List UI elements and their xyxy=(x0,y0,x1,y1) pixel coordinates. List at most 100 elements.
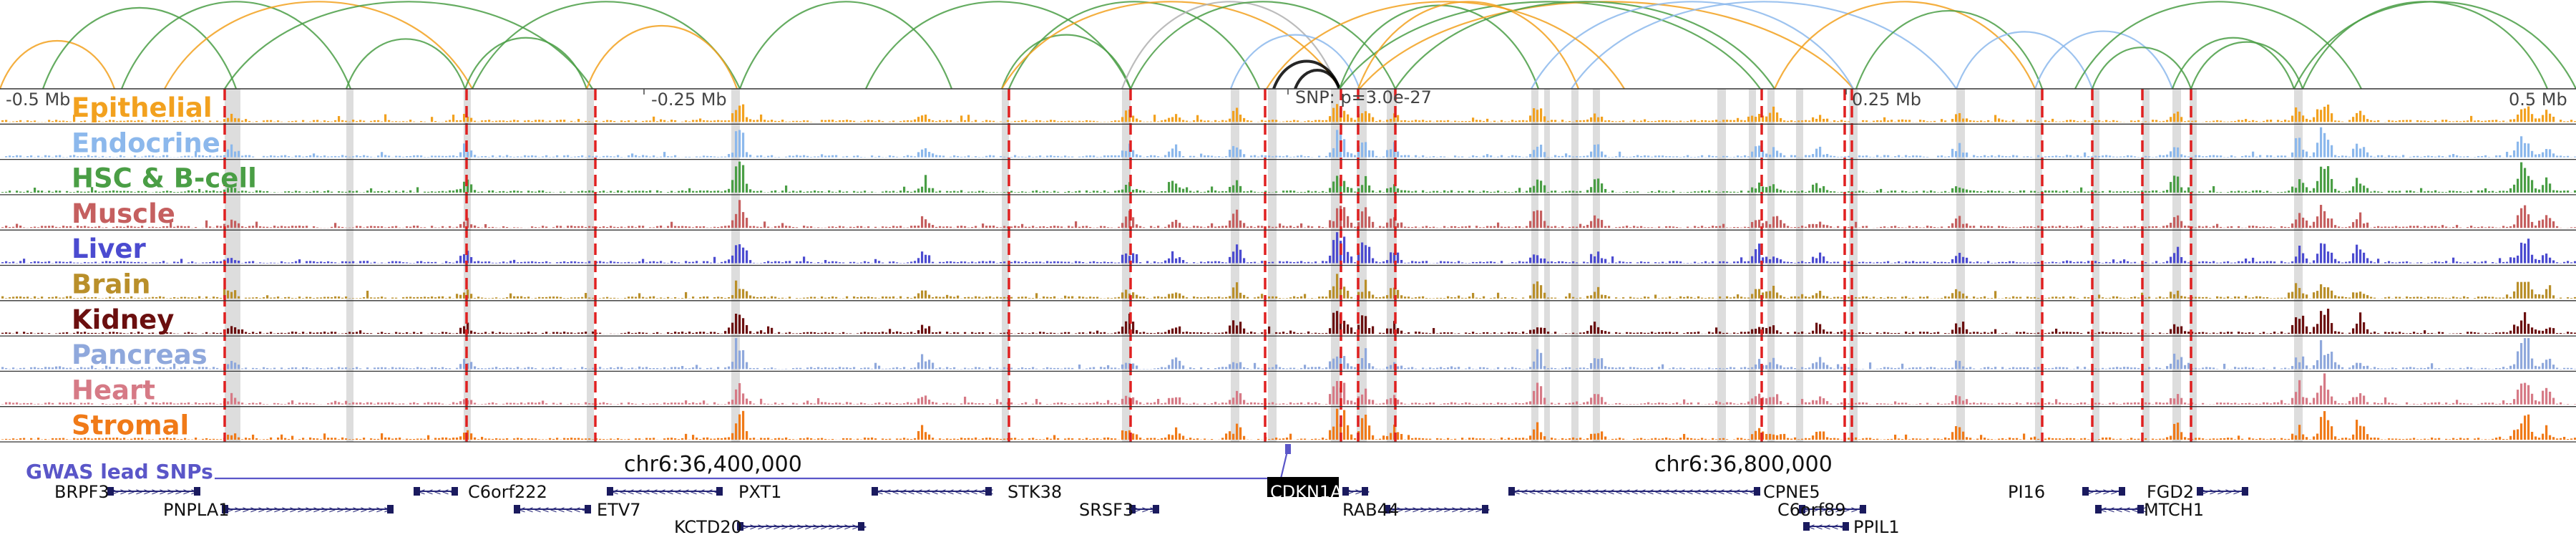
signal-bar xyxy=(731,295,733,299)
signal-bar xyxy=(155,263,157,264)
signal-bar xyxy=(1590,325,1592,334)
signal-bar xyxy=(1121,292,1123,298)
signal-bar xyxy=(1329,188,1331,192)
signal-bar xyxy=(738,162,741,193)
signal-bar xyxy=(2484,227,2487,228)
signal-bar xyxy=(2066,332,2068,334)
signal-bar xyxy=(1540,259,1542,264)
signal-bar xyxy=(1783,223,1785,228)
signal-bar xyxy=(1890,120,1893,122)
signal-bar xyxy=(284,226,286,228)
signal-bar xyxy=(2098,332,2100,334)
signal-bar xyxy=(2502,191,2504,193)
signal-bar xyxy=(1418,332,1420,334)
signal-bar xyxy=(1594,292,1596,299)
signal-bar xyxy=(1368,247,1370,264)
signal-bar xyxy=(1239,322,1241,334)
signal-bar xyxy=(488,157,490,158)
signal-bar xyxy=(1933,332,1936,334)
signal-bar xyxy=(574,297,576,299)
signal-bar xyxy=(921,325,923,334)
signal-bar xyxy=(527,191,530,193)
signal-bar xyxy=(1397,152,1399,158)
signal-bar xyxy=(1458,191,1460,193)
signal-bar xyxy=(2152,120,2154,122)
signal-bar xyxy=(810,332,812,334)
signal-bar xyxy=(2152,191,2154,193)
signal-bar xyxy=(1075,221,1077,228)
signal-bar xyxy=(1372,295,1374,299)
signal-bar xyxy=(456,333,458,334)
signal-bar xyxy=(245,332,247,334)
signal-bar xyxy=(2438,297,2440,299)
signal-bar xyxy=(2459,262,2462,263)
signal-bar xyxy=(270,263,272,264)
signal-bar xyxy=(295,298,297,299)
signal-bar xyxy=(284,333,286,334)
signal-bar xyxy=(1407,121,1410,122)
signal-bar xyxy=(1590,221,1592,228)
signal-bar xyxy=(1068,226,1070,228)
signal-bar xyxy=(506,333,508,334)
signal-bar xyxy=(2145,262,2147,263)
signal-bar xyxy=(1740,257,1742,263)
signal-bar xyxy=(728,327,730,334)
signal-bar xyxy=(1930,263,1932,264)
signal-bar xyxy=(2406,191,2408,193)
signal-bar xyxy=(1053,296,1055,299)
chromatin-arc xyxy=(1002,1,1340,89)
signal-bar xyxy=(2488,120,2490,122)
signal-bar xyxy=(735,245,737,263)
signal-bar xyxy=(1976,156,1979,157)
signal-bar xyxy=(1322,296,1324,299)
signal-bar xyxy=(806,191,809,193)
signal-bar xyxy=(484,298,487,299)
signal-bar xyxy=(1028,262,1030,263)
signal-bar xyxy=(1397,328,1399,334)
signal-bar xyxy=(617,191,619,193)
signal-bar xyxy=(1586,331,1589,334)
signal-bar xyxy=(2313,292,2315,299)
signal-bar xyxy=(2345,297,2347,299)
signal-bar xyxy=(821,154,823,157)
signal-bar xyxy=(320,297,322,298)
signal-bar xyxy=(427,297,429,299)
signal-bar xyxy=(2170,291,2172,298)
signal-bar xyxy=(2026,333,2029,334)
signal-bar xyxy=(2391,120,2394,122)
signal-bar xyxy=(2320,167,2322,193)
signal-bar xyxy=(2484,155,2487,158)
signal-bar xyxy=(1028,333,1030,334)
signal-bar xyxy=(1697,296,1699,299)
signal-bar xyxy=(1468,296,1470,299)
signal-bar xyxy=(2502,226,2504,228)
signal-bar xyxy=(2227,261,2229,264)
signal-bar xyxy=(699,118,701,122)
signal-bar xyxy=(2162,262,2165,263)
signal-bar xyxy=(982,191,984,193)
signal-bar xyxy=(1436,298,1438,299)
signal-bar xyxy=(1855,191,1857,192)
signal-bar xyxy=(370,188,372,193)
signal-bar xyxy=(2545,215,2547,228)
signal-bar xyxy=(2198,191,2200,192)
signal-bar xyxy=(2109,262,2111,263)
signal-bar xyxy=(2141,157,2143,158)
signal-bar xyxy=(527,120,530,122)
signal-bar xyxy=(2409,226,2411,228)
signal-bar xyxy=(445,156,447,158)
signal-bar xyxy=(846,156,848,158)
signal-bar xyxy=(2037,226,2039,228)
signal-bar xyxy=(1676,298,1678,299)
signal-bar xyxy=(2499,258,2501,263)
signal-bar xyxy=(377,333,379,334)
signal-bar xyxy=(939,120,941,122)
signal-bar xyxy=(309,332,311,334)
signal-bar xyxy=(549,192,551,193)
signal-bar xyxy=(703,261,705,264)
signal-bar xyxy=(1193,262,1195,263)
signal-bar xyxy=(2130,155,2132,157)
signal-bar xyxy=(2102,155,2104,157)
signal-bar xyxy=(1579,120,1581,122)
signal-bar xyxy=(685,157,687,158)
